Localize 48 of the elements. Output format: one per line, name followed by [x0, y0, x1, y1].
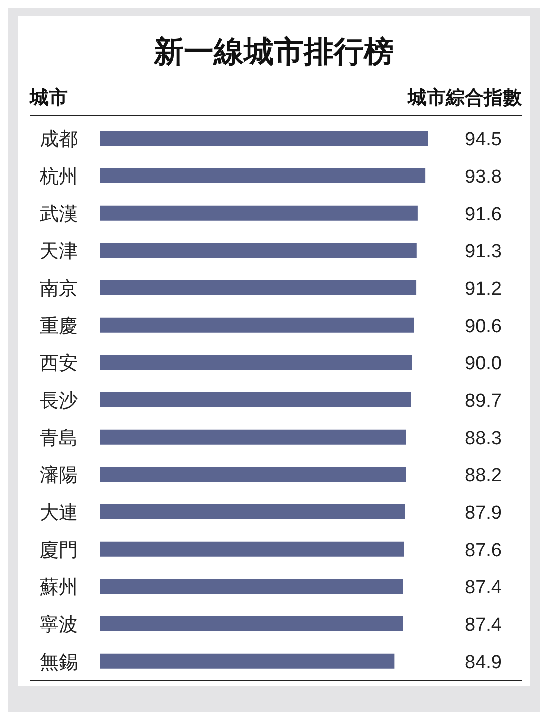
data-label: 88.3	[465, 428, 502, 450]
bar	[100, 542, 404, 557]
bar	[100, 654, 395, 669]
y-tick-label: 天津	[40, 242, 78, 263]
bar	[100, 243, 417, 258]
bar	[100, 504, 406, 520]
data-label: 87.4	[465, 578, 502, 599]
y-tick-label: 南京	[40, 278, 78, 300]
bar	[100, 206, 418, 221]
y-tick-label: 成都	[40, 130, 78, 151]
data-label: 84.9	[465, 652, 502, 674]
y-tick-label: 寧波	[40, 614, 78, 636]
bar	[100, 616, 404, 632]
data-label: 87.6	[465, 540, 502, 562]
y-tick-label: 重慶	[40, 316, 78, 338]
bar	[100, 430, 406, 445]
bar	[100, 392, 412, 408]
y-tick-label: 大連	[40, 503, 78, 524]
y-tick-label: 武漢	[40, 204, 78, 226]
data-label: 93.8	[465, 167, 502, 188]
y-tick-label: 瀋陽	[40, 464, 78, 487]
data-label: 94.5	[465, 130, 502, 151]
data-label: 91.2	[465, 279, 502, 300]
y-tick-label: 杭州	[39, 167, 78, 188]
y-tick-label: 長沙	[40, 391, 78, 412]
data-label: 87.9	[465, 503, 502, 524]
y-axis-title: 城市	[30, 86, 68, 111]
chart-title: 新一線城市排行榜	[152, 35, 395, 71]
bar	[100, 355, 412, 370]
y-tick-label: 蘇州	[40, 578, 78, 599]
data-label: 90.0	[465, 354, 502, 375]
bar	[100, 168, 426, 184]
data-label: 91.3	[465, 242, 502, 263]
bar	[100, 280, 417, 296]
x-axis-title: 城市綜合指數	[408, 86, 522, 111]
data-label: 91.6	[465, 204, 502, 226]
y-tick-label: 無錫	[40, 652, 78, 674]
data-label: 88.2	[465, 466, 502, 487]
y-tick-label: 廈門	[40, 540, 78, 562]
bar	[100, 131, 428, 146]
bar	[100, 318, 414, 333]
data-label: 89.7	[465, 391, 502, 412]
y-tick-label: 西安	[40, 352, 78, 375]
bar	[100, 467, 406, 482]
y-tick-label: 青島	[40, 428, 78, 450]
data-label: 90.6	[465, 316, 502, 338]
bar	[100, 579, 404, 594]
data-label: 87.4	[465, 615, 502, 636]
